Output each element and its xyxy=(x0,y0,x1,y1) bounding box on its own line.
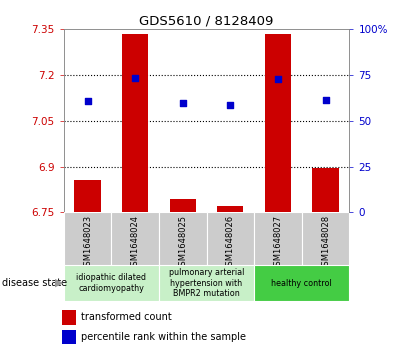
Text: pulmonary arterial
hypertension with
BMPR2 mutation: pulmonary arterial hypertension with BMP… xyxy=(169,268,244,298)
Bar xyxy=(254,212,302,265)
Text: GSM1648027: GSM1648027 xyxy=(273,215,282,271)
Bar xyxy=(62,310,76,325)
Bar xyxy=(312,168,339,212)
Bar xyxy=(302,212,349,265)
Text: ▶: ▶ xyxy=(55,278,63,288)
Bar xyxy=(74,180,101,212)
Bar xyxy=(122,34,148,212)
Point xyxy=(275,77,281,82)
Point xyxy=(227,102,233,107)
Bar xyxy=(64,265,159,301)
Point xyxy=(180,100,186,106)
Bar xyxy=(64,212,111,265)
Bar xyxy=(217,206,243,212)
Text: disease state: disease state xyxy=(2,278,67,288)
Point xyxy=(322,97,329,103)
Text: GSM1648026: GSM1648026 xyxy=(226,215,235,271)
Text: GSM1648023: GSM1648023 xyxy=(83,215,92,271)
Text: transformed count: transformed count xyxy=(81,312,172,322)
Bar xyxy=(159,265,254,301)
Text: GSM1648025: GSM1648025 xyxy=(178,215,187,271)
Text: percentile rank within the sample: percentile rank within the sample xyxy=(81,332,246,342)
Text: healthy control: healthy control xyxy=(271,279,332,287)
Bar xyxy=(62,330,76,344)
Bar xyxy=(254,265,349,301)
Text: idiopathic dilated
cardiomyopathy: idiopathic dilated cardiomyopathy xyxy=(76,273,146,293)
Text: GSM1648024: GSM1648024 xyxy=(131,215,140,271)
Point xyxy=(132,75,139,81)
Title: GDS5610 / 8128409: GDS5610 / 8128409 xyxy=(139,15,274,28)
Bar xyxy=(265,34,291,212)
Bar xyxy=(159,212,206,265)
Bar xyxy=(111,212,159,265)
Bar xyxy=(206,212,254,265)
Point xyxy=(84,98,91,104)
Text: GSM1648028: GSM1648028 xyxy=(321,215,330,271)
Bar xyxy=(170,199,196,212)
